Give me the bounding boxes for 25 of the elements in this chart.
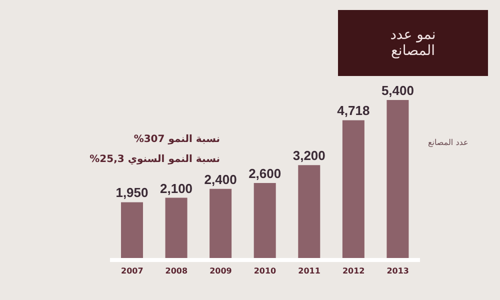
x-tick-label: 2011 (298, 266, 321, 276)
x-tick-label: 2013 (386, 266, 409, 276)
data-label: 2,400 (204, 172, 237, 187)
x-tick-label: 2008 (165, 266, 188, 276)
data-label: 5,400 (381, 83, 414, 98)
data-label: 2,100 (160, 180, 193, 196)
x-tick-label: 2012 (342, 266, 365, 276)
x-tick-label: 2007 (121, 266, 144, 276)
bar (210, 188, 232, 260)
data-label: 3,200 (292, 148, 326, 164)
annotation: نسبة النمو 307% (132, 133, 220, 147)
bar (342, 120, 364, 260)
bar (298, 165, 320, 260)
data-label: 2,600 (248, 166, 282, 181)
text: عدد المصانع (428, 138, 468, 147)
bar (254, 182, 276, 260)
bar (121, 202, 143, 260)
x-tick-label: 2010 (254, 266, 277, 276)
x-tick-label: 2009 (210, 266, 232, 276)
bar (386, 100, 409, 260)
data-label: 4,718 (337, 103, 370, 118)
annotation: نسبة النمو السنوي 25,3% (88, 153, 220, 167)
chart-title: نمو عدد المصانع (338, 10, 488, 76)
bar (165, 198, 188, 260)
data-label: 1,950 (116, 185, 148, 200)
